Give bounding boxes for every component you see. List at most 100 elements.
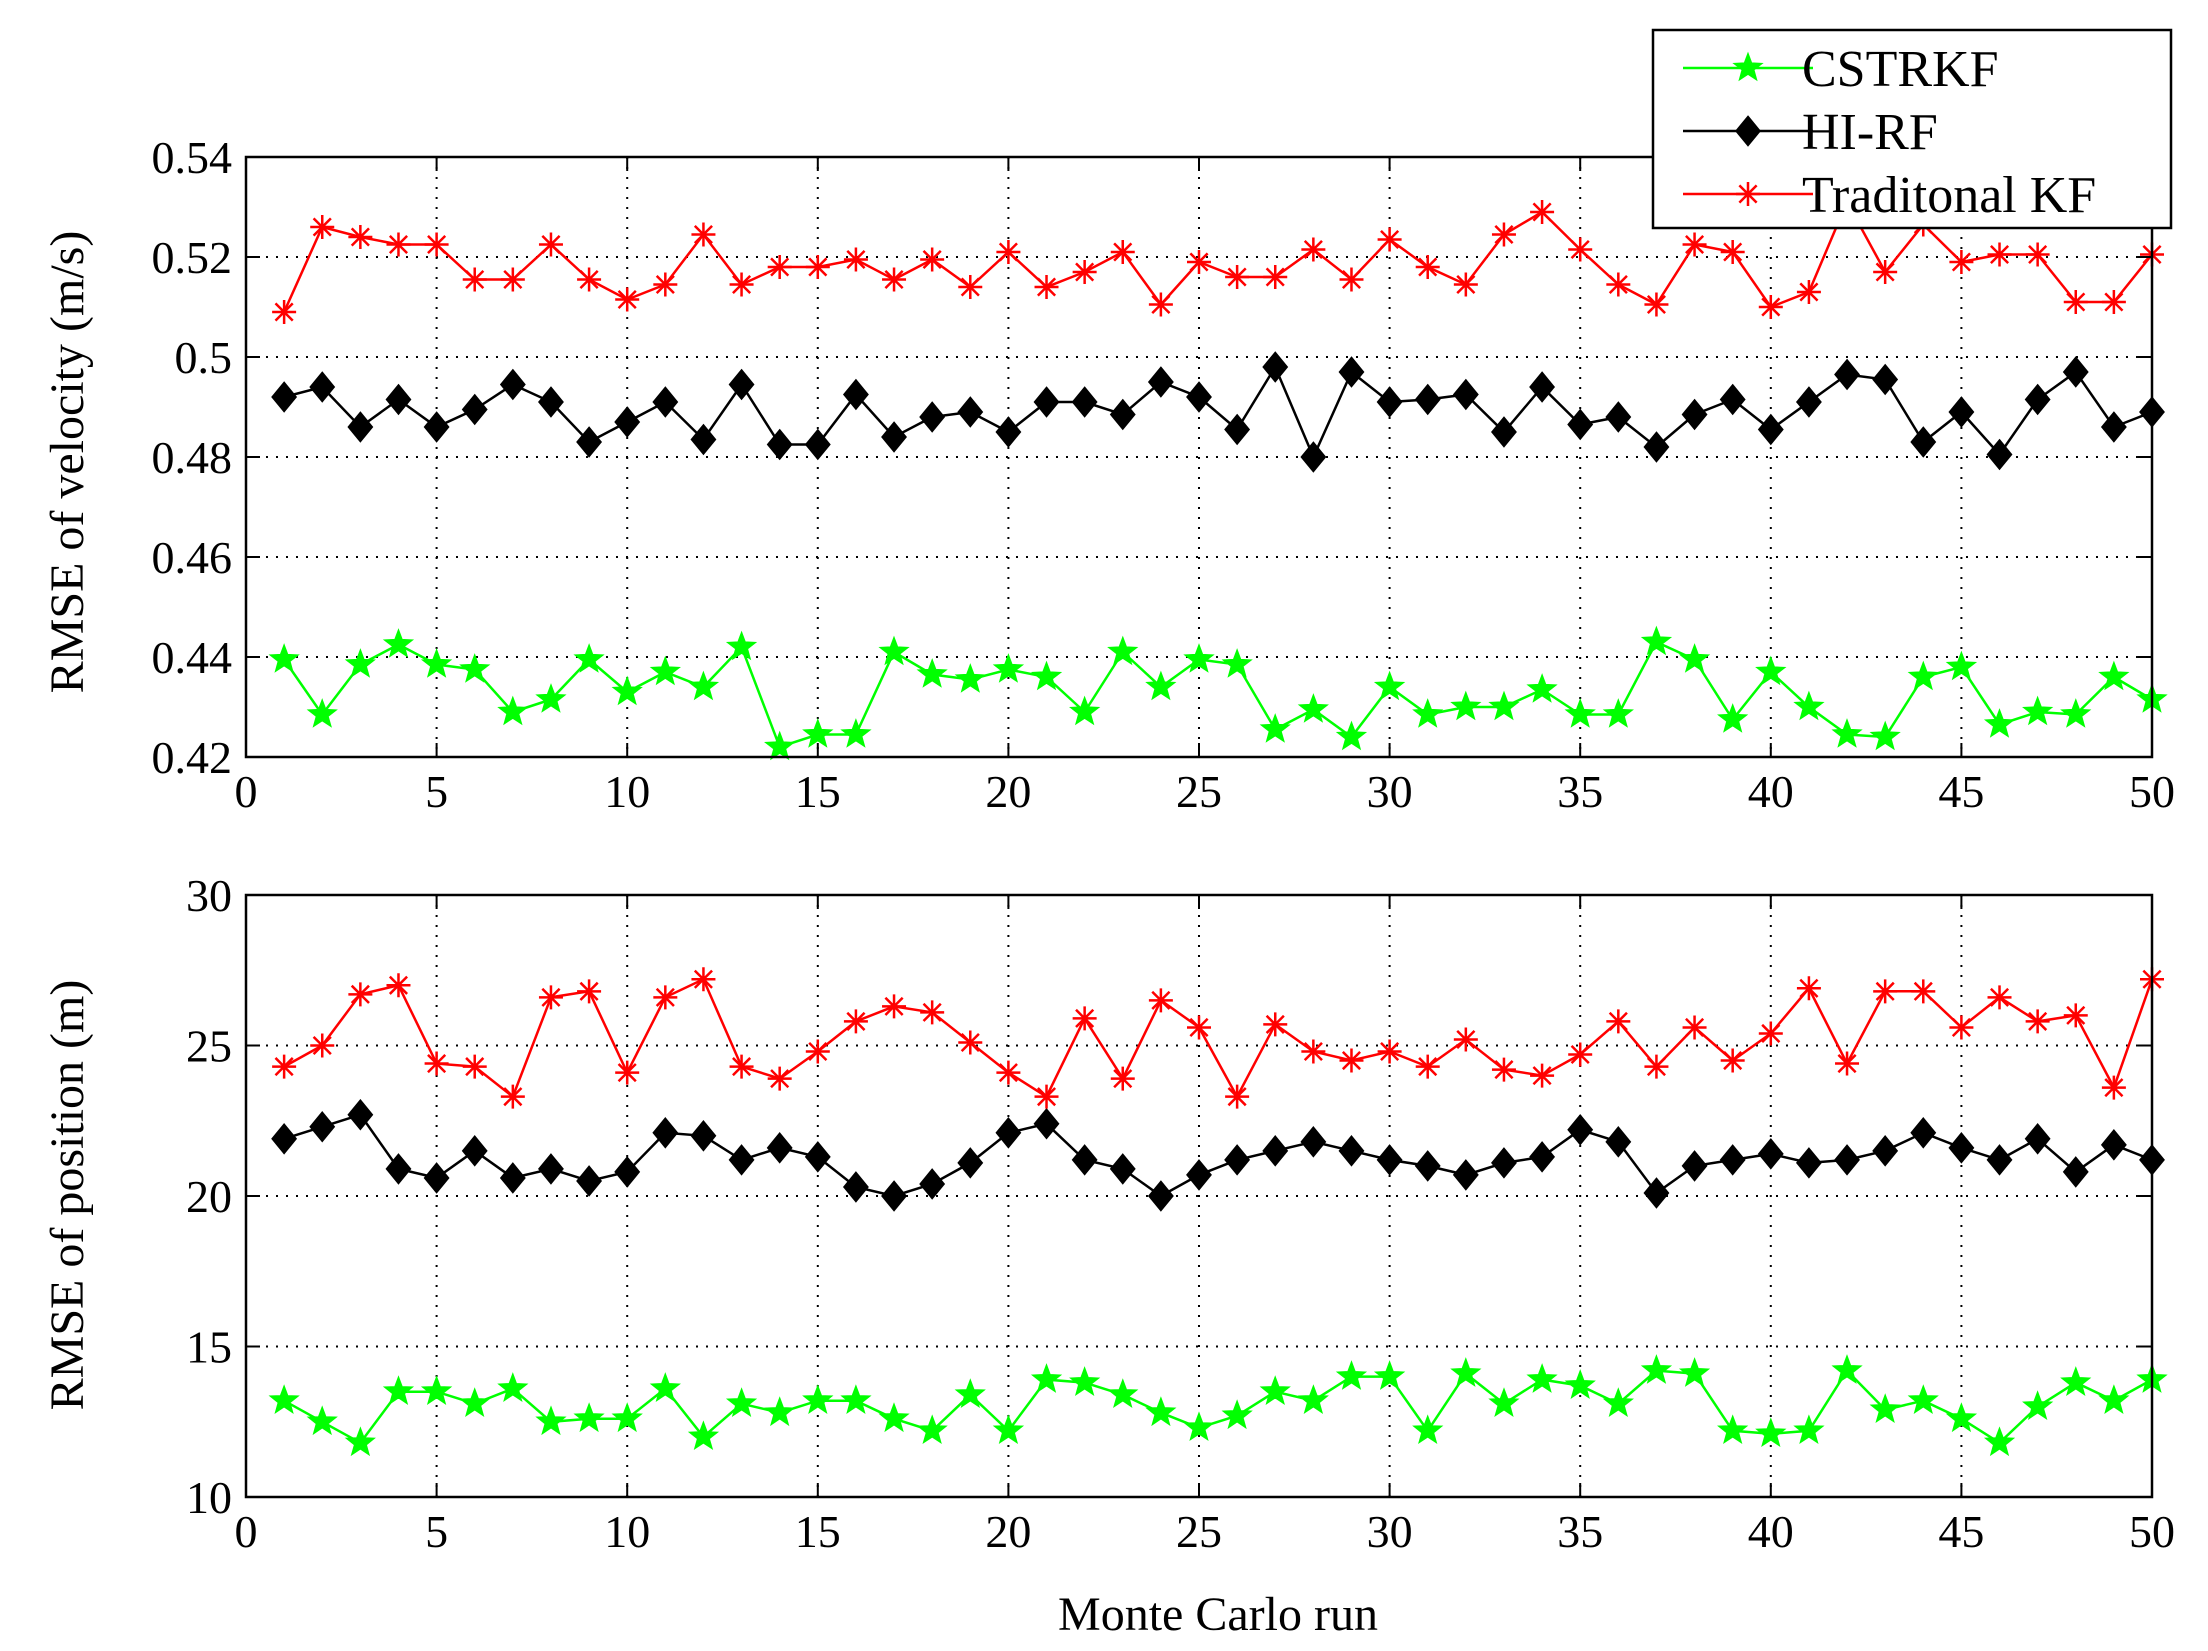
position-x-tick-label: 20 bbox=[985, 1506, 1031, 1557]
velocity-point-traditonal-kf bbox=[1187, 250, 1211, 274]
velocity-point-traditonal-kf bbox=[767, 255, 792, 279]
velocity-point-hi-rf bbox=[919, 401, 946, 433]
position-point-hi-rf bbox=[576, 1165, 603, 1197]
velocity-point-cstrkf bbox=[1869, 720, 1901, 751]
velocity-point-cstrkf bbox=[459, 653, 491, 683]
position-point-hi-rf bbox=[1795, 1147, 1822, 1179]
position-x-tick-label: 5 bbox=[425, 1506, 448, 1557]
velocity-point-hi-rf bbox=[271, 381, 298, 413]
velocity-panel: 0 5 10 15 20 25 30 35 40 45 50 0.42 0.44 0.46 0.48 0.5 0… bbox=[152, 132, 2176, 817]
position-point-hi-rf bbox=[1338, 1135, 1365, 1167]
position-point-cstrkf bbox=[1069, 1366, 1101, 1396]
position-point-hi-rf bbox=[1719, 1144, 1746, 1176]
position-point-hi-rf bbox=[1186, 1159, 1212, 1191]
velocity-point-cstrkf bbox=[1412, 698, 1444, 728]
velocity-x-tick-label: 5 bbox=[425, 766, 448, 817]
position-point-traditonal-kf bbox=[1720, 1048, 1745, 1073]
position-point-traditonal-kf bbox=[1187, 1015, 1211, 1040]
velocity-point-hi-rf bbox=[423, 411, 450, 443]
position-point-cstrkf bbox=[420, 1375, 453, 1405]
velocity-point-cstrkf bbox=[1488, 690, 1520, 721]
position-point-hi-rf bbox=[271, 1123, 298, 1155]
velocity-y-tick-label: 0.46 bbox=[152, 532, 233, 583]
velocity-point-cstrkf bbox=[2098, 660, 2130, 691]
position-point-traditonal-kf bbox=[882, 994, 907, 1019]
position-x-tick-label: 50 bbox=[2129, 1506, 2175, 1557]
velocity-point-cstrkf bbox=[1907, 660, 1939, 691]
velocity-x-tick-label: 10 bbox=[604, 766, 650, 817]
legend-marker-cstrkf bbox=[1732, 51, 1764, 82]
velocity-point-cstrkf bbox=[992, 653, 1025, 683]
position-point-hi-rf bbox=[1491, 1147, 1517, 1179]
position-point-hi-rf bbox=[461, 1135, 488, 1167]
position-point-hi-rf bbox=[1872, 1135, 1899, 1167]
position-point-cstrkf bbox=[1221, 1399, 1253, 1430]
position-point-hi-rf bbox=[690, 1120, 717, 1152]
position-point-hi-rf bbox=[347, 1098, 374, 1131]
position-point-hi-rf bbox=[1224, 1144, 1251, 1176]
velocity-point-traditonal-kf bbox=[500, 267, 525, 292]
velocity-point-cstrkf bbox=[1297, 693, 1329, 723]
position-point-hi-rf bbox=[1071, 1144, 1098, 1176]
position-point-cstrkf bbox=[1450, 1357, 1482, 1387]
position-point-cstrkf bbox=[802, 1384, 834, 1414]
position-point-traditonal-kf bbox=[1491, 1057, 1516, 1082]
velocity-point-traditonal-kf bbox=[1339, 267, 1364, 292]
velocity-point-traditonal-kf bbox=[1606, 272, 1631, 297]
velocity-point-hi-rf bbox=[347, 411, 374, 443]
position-point-hi-rf bbox=[919, 1168, 946, 1200]
position-point-traditonal-kf bbox=[386, 973, 411, 998]
velocity-point-hi-rf bbox=[1567, 408, 1594, 441]
position-point-cstrkf bbox=[1259, 1375, 1291, 1405]
velocity-point-hi-rf bbox=[881, 421, 907, 453]
velocity-point-hi-rf bbox=[538, 386, 564, 418]
position-point-traditonal-kf bbox=[805, 1039, 830, 1064]
position-point-cstrkf bbox=[1678, 1357, 1711, 1387]
position-y-tick-label: 30 bbox=[186, 870, 232, 921]
velocity-point-cstrkf bbox=[1564, 698, 1596, 728]
velocity-point-traditonal-kf bbox=[653, 272, 678, 297]
position-x-tick-label: 25 bbox=[1176, 1506, 1222, 1557]
velocity-point-hi-rf bbox=[614, 406, 641, 438]
velocity-y-tick-label: 0.48 bbox=[152, 432, 233, 483]
velocity-point-cstrkf bbox=[1678, 643, 1711, 673]
velocity-point-cstrkf bbox=[878, 635, 910, 666]
position-point-hi-rf bbox=[1910, 1117, 1937, 1149]
velocity-x-tick-label: 0 bbox=[235, 766, 258, 817]
position-point-hi-rf bbox=[309, 1110, 336, 1143]
position-point-cstrkf bbox=[344, 1426, 376, 1457]
velocity-point-traditonal-kf bbox=[1301, 237, 1326, 262]
velocity-point-cstrkf bbox=[382, 628, 415, 658]
position-point-hi-rf bbox=[995, 1117, 1022, 1149]
position-point-cstrkf bbox=[1145, 1396, 1177, 1427]
velocity-x-tick-label: 40 bbox=[1748, 766, 1794, 817]
velocity-point-hi-rf bbox=[1948, 396, 1975, 428]
velocity-point-hi-rf bbox=[1071, 386, 1098, 418]
velocity-point-hi-rf bbox=[461, 393, 488, 426]
velocity-point-hi-rf bbox=[1033, 386, 1060, 418]
position-point-traditonal-kf bbox=[1949, 1015, 1974, 1040]
velocity-point-hi-rf bbox=[804, 428, 831, 461]
velocity-point-traditonal-kf bbox=[729, 272, 754, 297]
legend-label-hi-rf: HI-RF bbox=[1802, 104, 1938, 161]
velocity-point-cstrkf bbox=[420, 648, 453, 678]
velocity-point-cstrkf bbox=[687, 670, 720, 701]
velocity-point-cstrkf bbox=[2022, 695, 2054, 726]
position-point-cstrkf bbox=[1107, 1378, 1139, 1408]
position-point-cstrkf bbox=[764, 1396, 796, 1427]
position-point-cstrkf bbox=[2022, 1390, 2054, 1420]
position-line-traditonal-kf bbox=[283, 977, 2154, 1100]
position-point-traditonal-kf bbox=[1835, 1051, 1860, 1076]
velocity-point-traditonal-kf bbox=[1796, 280, 1821, 304]
position-point-cstrkf bbox=[1717, 1414, 1749, 1445]
velocity-point-traditonal-kf bbox=[1873, 260, 1898, 284]
position-point-hi-rf bbox=[1834, 1144, 1860, 1176]
position-y-tick-label: 10 bbox=[186, 1472, 232, 1523]
position-point-traditonal-kf bbox=[1263, 1012, 1288, 1037]
position-point-cstrkf bbox=[1488, 1387, 1520, 1417]
velocity-point-traditonal-kf bbox=[1263, 265, 1288, 289]
velocity-point-cstrkf bbox=[573, 643, 605, 673]
velocity-point-cstrkf bbox=[725, 630, 758, 661]
velocity-point-traditonal-kf bbox=[538, 232, 563, 257]
velocity-point-traditonal-kf bbox=[1720, 240, 1745, 264]
